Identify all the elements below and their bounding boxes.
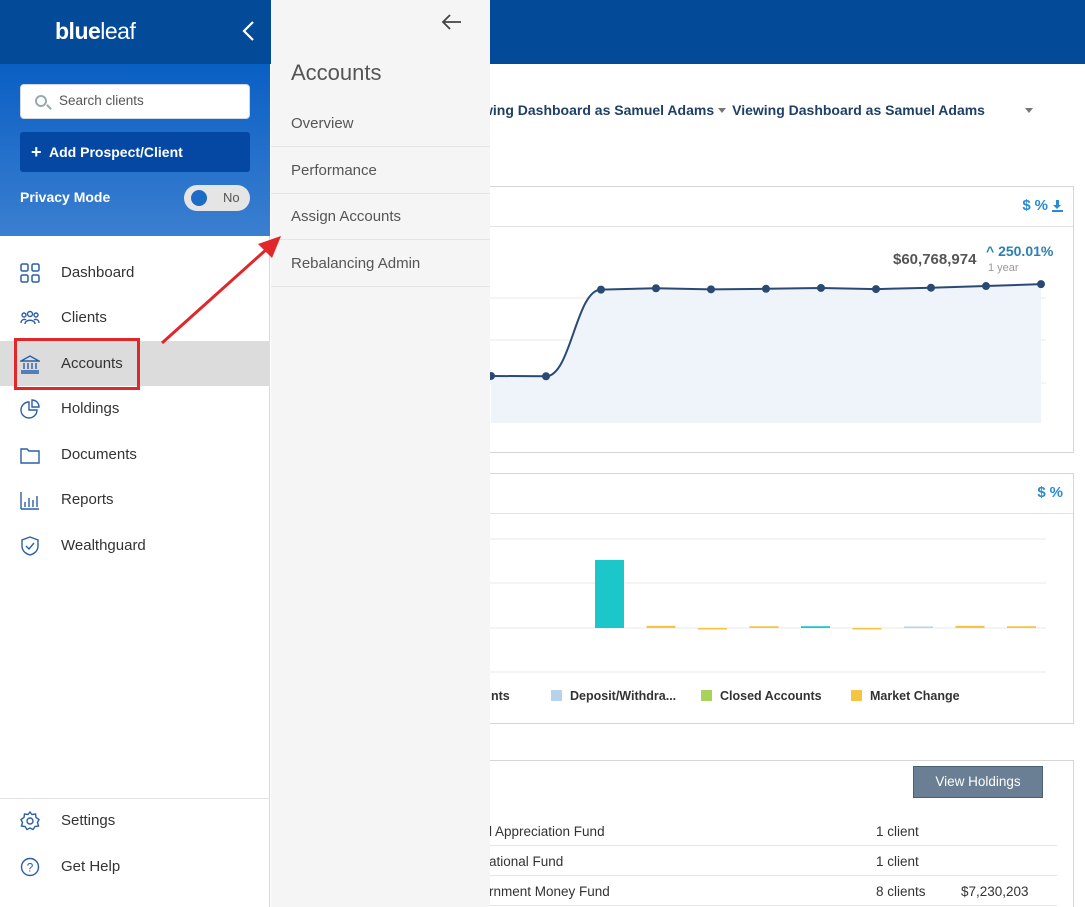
sidebar: blueleaf +Add Prospect/Client Privacy Mo… xyxy=(0,0,270,907)
data-point xyxy=(927,283,935,292)
annotation-highlight-box xyxy=(14,338,140,390)
privacy-mode-label: Privacy Mode xyxy=(20,189,111,205)
bar xyxy=(698,628,727,630)
plus-icon: + xyxy=(31,142,42,162)
data-point xyxy=(490,371,495,380)
chart-area xyxy=(491,284,1041,423)
sidebar-divider xyxy=(0,798,270,799)
activity-card: $% nts Deposit/Withdra... Closed Account… xyxy=(490,473,1074,724)
viewing-as-dropdown-2[interactable]: Viewing Dashboard as Samuel Adams xyxy=(732,102,985,118)
data-point xyxy=(762,284,770,293)
pie-icon xyxy=(20,399,40,419)
sidebar-header: blueleaf xyxy=(0,0,270,64)
arrow-left-icon[interactable] xyxy=(441,12,463,32)
data-point xyxy=(982,282,990,291)
flyout-item-assign-accounts[interactable]: Assign Accounts xyxy=(271,193,490,240)
sidebar-controls: +Add Prospect/Client Privacy Mode No xyxy=(0,64,270,236)
view-holdings-button[interactable]: View Holdings xyxy=(913,766,1043,798)
sidebar-item-dashboard[interactable]: Dashboard xyxy=(0,250,270,295)
dollar-toggle[interactable]: $ xyxy=(1022,197,1031,214)
flyout-item-rebalancing-admin[interactable]: Rebalancing Admin xyxy=(271,240,490,287)
bar xyxy=(646,625,676,628)
up-chevron-icon: ^ xyxy=(986,243,999,259)
sidebar-item-documents[interactable]: Documents xyxy=(0,432,270,477)
legend-item[interactable]: Deposit/Withdra... xyxy=(551,689,676,703)
percent-toggle[interactable]: % xyxy=(1049,484,1063,501)
caret-down-icon[interactable] xyxy=(718,107,727,113)
flyout-item-performance[interactable]: Performance xyxy=(271,147,490,194)
flyout-title: Accounts xyxy=(291,60,382,85)
flyout-item-overview[interactable]: Overview xyxy=(271,100,490,147)
search-box[interactable] xyxy=(20,84,250,119)
legend-item[interactable]: Market Change xyxy=(851,689,960,703)
bank-icon xyxy=(20,355,40,374)
performance-card: $% $60,768,974 ^ 250.01% 1 year xyxy=(490,186,1074,453)
help-icon: ? xyxy=(20,857,40,877)
toggle-knob xyxy=(191,190,207,206)
bar xyxy=(801,626,830,628)
data-point xyxy=(817,283,825,292)
bar xyxy=(852,628,882,630)
grid-icon xyxy=(20,263,40,283)
viewing-as-selectors: wing Dashboard as Samuel Adams Viewing Da… xyxy=(490,102,985,118)
chart-line xyxy=(490,283,1042,378)
change-period: 1 year xyxy=(988,262,1019,274)
line-chart xyxy=(490,280,1046,423)
sidebar-item-get-help[interactable]: ? Get Help xyxy=(0,844,270,889)
bar xyxy=(904,626,933,628)
sidebar-item-holdings[interactable]: Holdings xyxy=(0,386,270,431)
shield-icon xyxy=(21,536,39,556)
data-point xyxy=(542,372,550,381)
caret-down-icon[interactable] xyxy=(1025,108,1033,113)
portfolio-value: $60,768,974 xyxy=(893,251,977,268)
search-input[interactable] xyxy=(59,93,239,108)
chevron-left-icon[interactable] xyxy=(239,20,259,42)
data-point xyxy=(652,284,660,293)
bar xyxy=(955,625,985,628)
card-header: $% xyxy=(490,474,1073,514)
card-header: $% xyxy=(490,187,1073,227)
percent-toggle[interactable]: % xyxy=(1034,197,1048,214)
table-row[interactable]: rnment Money Fund 8 clients $7,230,203 xyxy=(490,876,1057,906)
card-actions: $% xyxy=(1033,484,1063,501)
table-row[interactable]: ational Fund 1 client xyxy=(490,846,1057,876)
accounts-flyout-menu: Accounts Overview Performance Assign Acc… xyxy=(271,0,490,907)
data-point xyxy=(597,285,605,294)
users-icon xyxy=(20,310,40,325)
main-content: wing Dashboard as Samuel Adams Viewing Da… xyxy=(490,64,1085,907)
viewing-as-dropdown-1[interactable]: wing Dashboard as Samuel Adams xyxy=(490,102,715,118)
bar xyxy=(595,559,624,628)
holdings-card: View Holdings l Appreciation Fund 1 clie… xyxy=(490,760,1074,907)
bar xyxy=(749,626,779,628)
privacy-mode-toggle[interactable]: No xyxy=(184,185,250,211)
bar xyxy=(1007,626,1036,628)
add-prospect-client-button[interactable]: + Add Prospect/Client xyxy=(20,132,250,172)
svg-text:?: ? xyxy=(27,861,34,875)
data-point xyxy=(707,285,715,294)
dollar-toggle[interactable]: $ xyxy=(1037,484,1046,501)
sidebar-item-settings[interactable]: Settings xyxy=(0,798,270,843)
blueleaf-logo[interactable]: blueleaf xyxy=(55,18,136,44)
sidebar-item-accounts[interactable]: Accounts xyxy=(0,341,270,386)
data-point xyxy=(1037,280,1045,289)
toggle-value: No xyxy=(223,190,240,205)
gear-icon xyxy=(20,811,40,831)
card-actions: $% xyxy=(1018,197,1063,214)
sidebar-item-wealthguard[interactable]: Wealthguard xyxy=(0,523,270,568)
table-row[interactable]: l Appreciation Fund 1 client xyxy=(490,816,1057,846)
sidebar-item-reports[interactable]: Reports xyxy=(0,477,270,522)
download-icon[interactable] xyxy=(1052,200,1063,213)
data-point xyxy=(872,285,880,294)
legend-item[interactable]: Closed Accounts xyxy=(701,689,822,703)
folder-icon xyxy=(20,448,40,464)
legend-item[interactable]: nts xyxy=(491,689,510,703)
bar-chart-icon xyxy=(20,492,39,510)
sidebar-item-clients[interactable]: Clients xyxy=(0,295,270,340)
search-icon xyxy=(35,95,47,107)
bar-chart xyxy=(490,538,1046,673)
change-percent: ^ 250.01% xyxy=(986,243,1054,259)
